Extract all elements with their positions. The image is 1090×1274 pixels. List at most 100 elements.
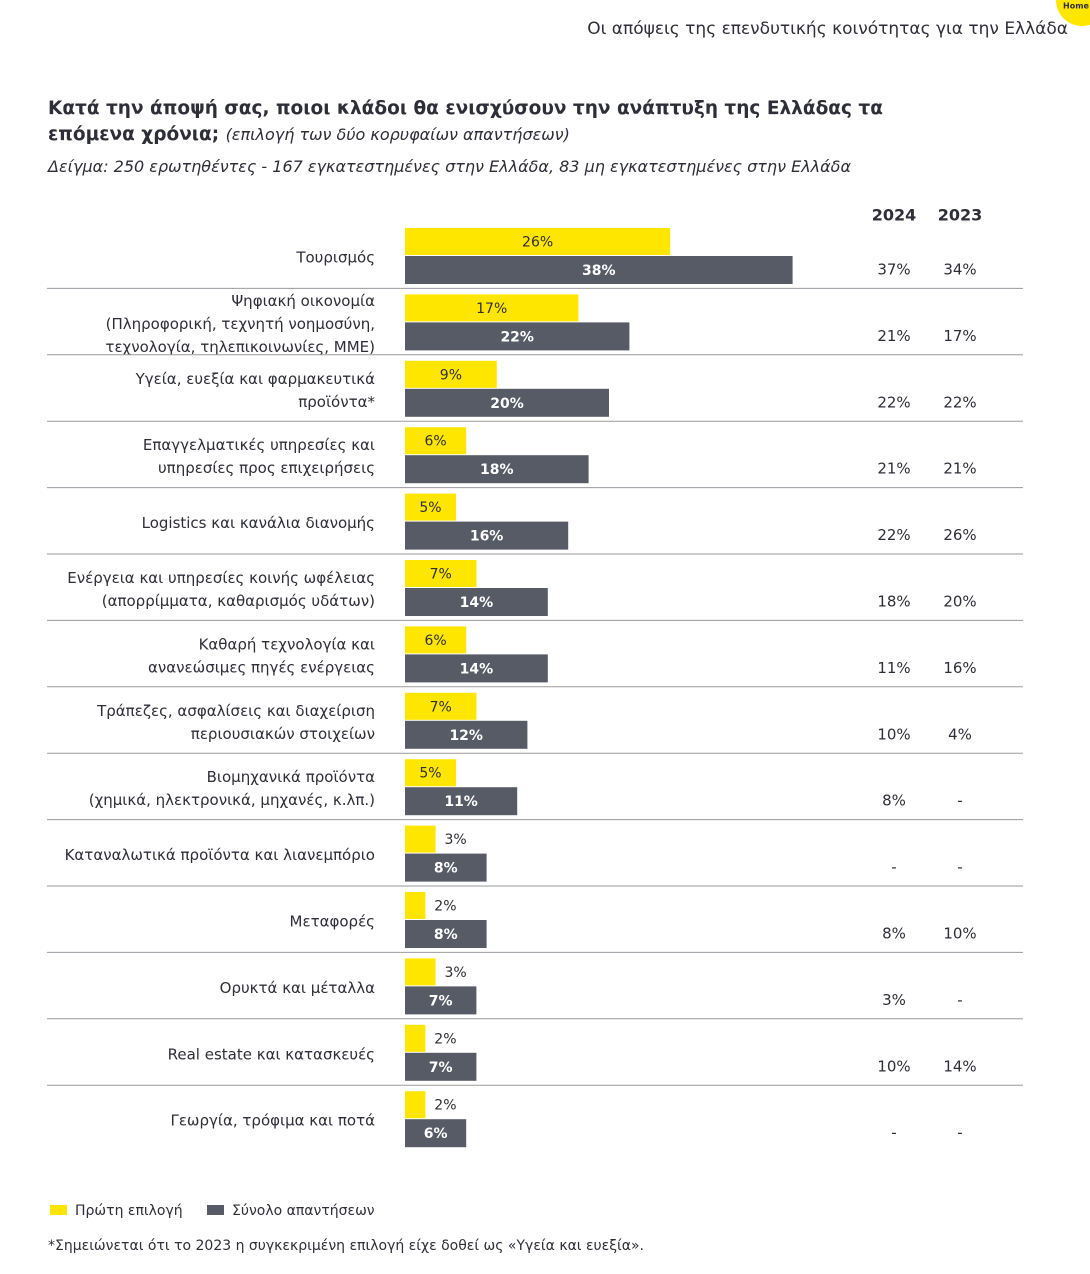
category-label: Real estate και κατασκευές [168,1045,375,1063]
category-label: (Πληροφορική, τεχνητή νοημοσύνη, [106,315,375,333]
value-label: 16% [470,529,504,545]
category-label: Βιομηχανικά προϊόντα [207,768,375,786]
value-label: 5% [419,500,441,516]
total-bar [405,388,609,417]
total-bar [405,1119,467,1148]
value-label: 11% [444,794,478,810]
category-label: προϊόντα* [298,393,375,411]
table-cell: 21% [877,327,910,345]
table-header: 2024 [872,206,917,225]
value-label: 2% [434,1031,456,1047]
table-cell: 18% [877,593,910,611]
subtitle: Δείγμα: 250 ερωτηθέντες - 167 εγκατεστημ… [48,157,852,176]
table-cell: 21% [877,460,910,478]
total-bar [405,654,548,683]
category-label: ανανεώσιμες πηγές ενέργειας [148,658,375,676]
value-label: 6% [424,633,446,649]
table-cell: - [891,858,896,876]
category-label: Μεταφορές [290,913,375,931]
value-label: 22% [500,329,534,345]
first-choice-bar [405,360,497,388]
total-bar [405,256,793,284]
first-choice-bar [405,427,467,455]
value-label: 26% [522,235,553,251]
home-label[interactable]: Home [1063,2,1090,11]
value-label: 17% [476,301,507,317]
legend-swatch [50,1205,67,1215]
title-note: (επιλογή των δύο κορυφαίων απαντήσεων) [225,125,570,144]
value-label: 8% [434,927,458,943]
first-choice-bar [405,493,456,521]
category-label: Γεωργία, τρόφιμα και ποτά [170,1112,375,1130]
table-cell: 10% [943,925,976,943]
table-cell: 16% [943,659,976,677]
section-title: Οι απόψεις της επενδυτικής κοινότητας γι… [587,19,1068,39]
first-choice-bar [405,692,477,720]
value-label: 2% [434,1098,456,1114]
table-cell: 22% [943,393,976,411]
table-cell: 4% [948,725,972,743]
table-cell: - [957,991,962,1009]
table-cell: 8% [882,925,906,943]
total-bar [405,787,518,816]
category-label: Ορυκτά και μέταλλα [220,979,375,997]
legend-swatch [207,1205,224,1215]
category-label: (απορρίμματα, καθαρισμός υδάτων) [102,592,375,610]
table-cell: 20% [943,593,976,611]
first-choice-bar [405,958,436,986]
total-bar [405,920,487,948]
table-cell: 14% [943,1057,976,1075]
value-label: 7% [430,699,452,715]
value-label: 6% [424,1126,448,1142]
value-label: 7% [429,993,453,1009]
table-cell: - [957,1124,962,1142]
total-bar [405,521,569,550]
table-cell: 22% [877,393,910,411]
table-cell: 11% [877,659,910,677]
total-bar [405,720,528,749]
category-label: Ενέργεια και υπηρεσίες κοινής ωφέλειας [67,569,375,587]
value-label: 9% [440,367,462,383]
first-choice-bar [405,626,467,654]
category-label: Τουρισμός [295,249,375,267]
first-choice-bar [405,1091,426,1119]
first-choice-bar [405,892,426,919]
table-cell: 10% [877,1057,910,1075]
legend-label: Πρώτη επιλογή [75,1203,183,1219]
value-label: 3% [444,832,466,848]
value-label: 12% [449,728,483,744]
table-cell: 8% [882,792,906,810]
first-choice-bar [405,228,671,255]
table-cell: 26% [943,526,976,544]
table-cell: 21% [943,460,976,478]
first-choice-bar [405,759,456,787]
category-label: Υγεία, ευεξία και φαρμακευτικά [135,370,376,388]
chart-title: Κατά την άποψή σας, ποιοι κλάδοι θα ενισ… [48,96,948,148]
category-label: Επαγγελματικές υπηρεσίες και [143,436,375,454]
table-cell: - [957,792,962,810]
home-badge[interactable] [1056,0,1090,26]
total-bar [405,853,487,882]
table-cell: 3% [882,991,906,1009]
category-label: περιουσιακών στοιχείων [191,725,375,743]
category-label: Τράπεζες, ασφαλίσεις και διαχείριση [96,702,375,720]
table-cell: - [891,1124,896,1142]
value-label: 38% [582,263,616,279]
table-cell: 22% [877,526,910,544]
title-text: Κατά την άποψή σας, ποιοι κλάδοι θα ενισ… [48,98,883,145]
category-label: (χημικά, ηλεκτρονικά, μηχανές, κ.λπ.) [89,791,375,809]
value-label: 2% [434,899,456,915]
total-bar [405,986,477,1015]
legend-label: Σύνολο απαντήσεων [232,1203,375,1219]
table-cell: - [957,858,962,876]
total-bar [405,455,589,484]
first-choice-bar [405,294,579,322]
table-cell: 10% [877,725,910,743]
table-header: 2023 [938,206,983,225]
value-label: 20% [490,396,524,412]
category-label: υπηρεσίες προς επιχειρήσεις [158,459,375,477]
total-bar [405,322,630,351]
category-label: Καταναλωτικά προϊόντα και λιανεμπόριο [65,846,375,864]
